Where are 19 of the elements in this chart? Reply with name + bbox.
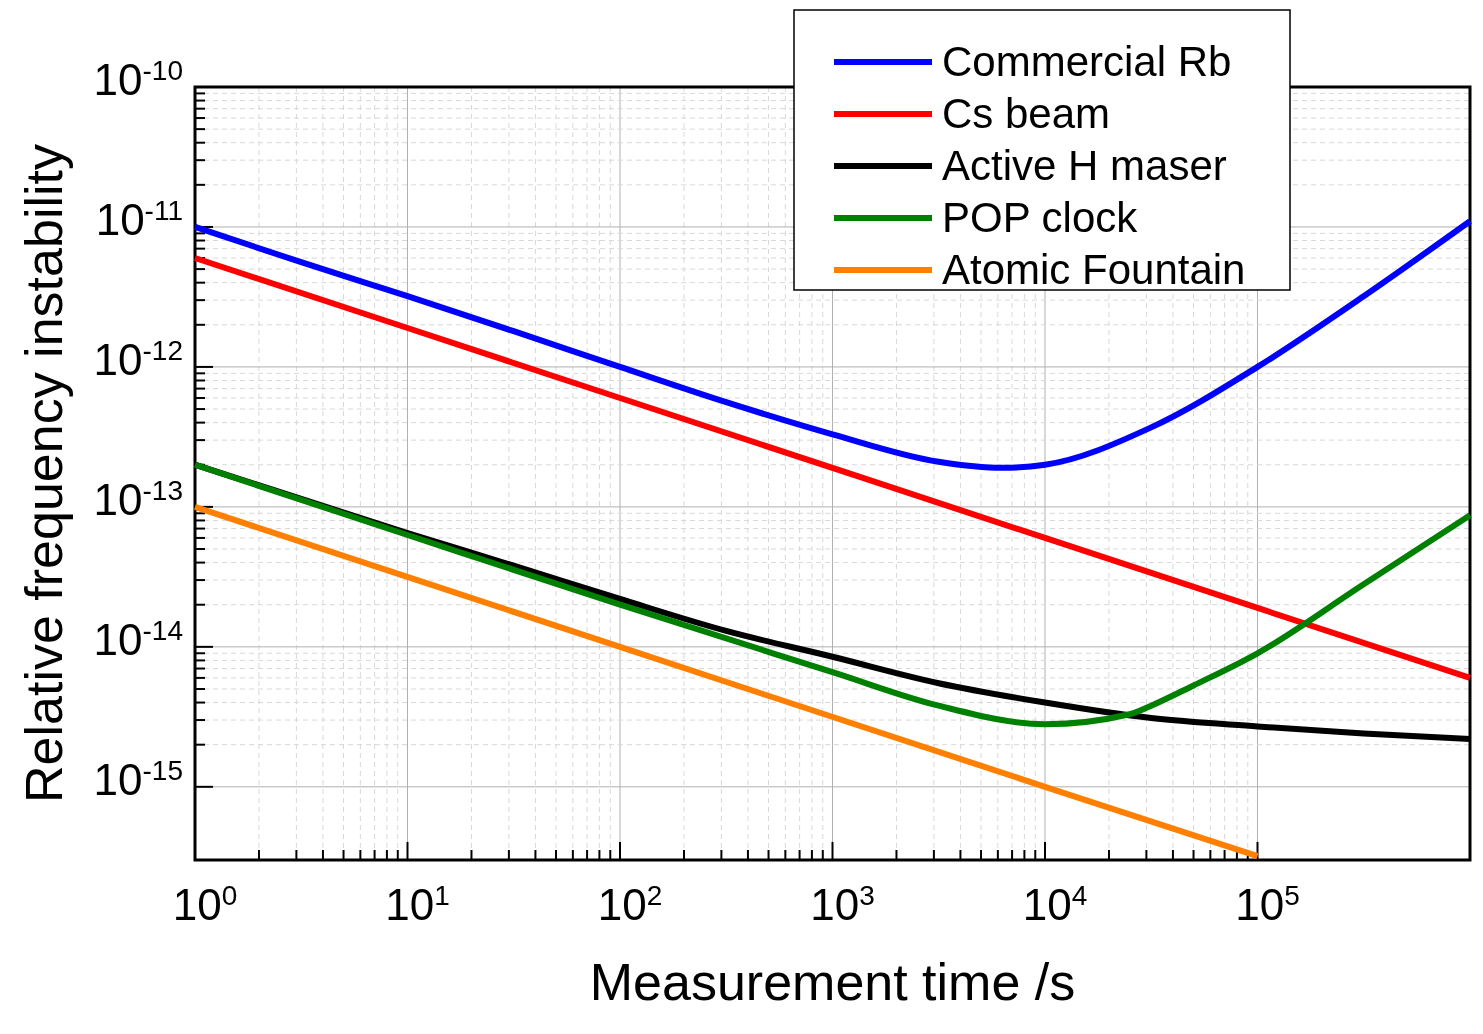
x-tick-label: 10$^{2}$ [597, 879, 663, 929]
legend-label: Active H maser [942, 142, 1227, 189]
legend-label: Commercial Rb [942, 38, 1232, 85]
x-tick-label: 10$^{4}$ [1022, 879, 1088, 929]
x-tick-label: 10$^{1}$ [385, 879, 450, 929]
x-tick-label: 10$^{0}$ [172, 879, 238, 929]
y-axis-title: Relative frequency instability [15, 144, 73, 803]
legend-label: Atomic Fountain [942, 246, 1246, 293]
y-tick-label: 10$^{-12}$ [93, 334, 183, 384]
legend-label: POP clock [942, 194, 1139, 241]
y-tick-label: 10$^{-15}$ [93, 754, 183, 804]
y-tick-label: 10$^{-14}$ [93, 614, 183, 664]
y-tick-label: 10$^{-13}$ [93, 474, 183, 524]
x-axis-title: Measurement time /s [589, 953, 1076, 1011]
x-tick-label: 10$^{5}$ [1235, 879, 1300, 929]
legend-label: Cs beam [942, 90, 1111, 137]
x-tick-label: 10$^{3}$ [810, 879, 875, 929]
y-tick-label: 10$^{-10}$ [93, 54, 183, 104]
y-tick-label: 10$^{-11}$ [95, 194, 183, 244]
